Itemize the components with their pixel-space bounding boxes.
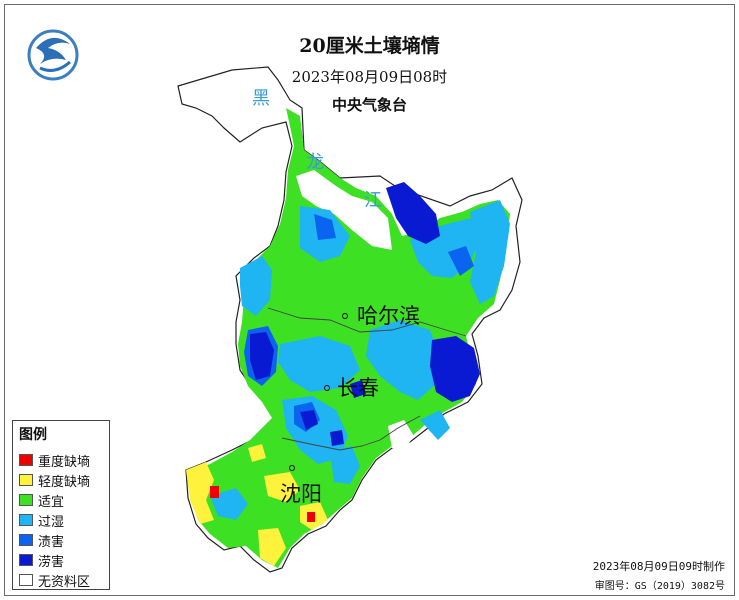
legend-item-flood: 涝害: [19, 551, 65, 570]
footer-approval-number: 审图号：GS（2019）3082号: [594, 581, 725, 592]
region-label-long: 龙: [306, 152, 324, 173]
region-label-hei: 黑: [252, 88, 270, 109]
region-label-jiang: 江: [364, 190, 382, 211]
legend-swatch: [19, 574, 33, 586]
legend-label: 轻度缺墒: [38, 474, 91, 490]
province-borders: [267, 307, 467, 451]
legend-item-no-data: 无资料区: [19, 571, 91, 590]
legend: 图例 重度缺墒 轻度缺墒 适宜 过湿 渍害 涝害 无资料区: [12, 420, 110, 590]
map-timestamp: 2023年08月09日08时: [291, 68, 448, 86]
severe-drought-zones: [210, 486, 315, 522]
legend-item-severe-drought: 重度缺墒: [19, 451, 91, 470]
no-data-zone-south: [388, 420, 414, 450]
city-markers: [289, 313, 348, 471]
city-label-changchun: 长春: [337, 376, 379, 400]
legend-label: 过湿: [38, 514, 65, 530]
agency-name: 中央气象台: [331, 96, 407, 114]
legend-title: 图例: [19, 427, 47, 443]
legend-swatch: [19, 454, 33, 466]
legend-swatch: [19, 514, 33, 526]
footer-made-time: 2023年08月09日09时制作: [592, 560, 725, 573]
legend-label: 重度缺墒: [38, 454, 91, 470]
legend-label: 涝害: [38, 554, 65, 570]
legend-swatch: [19, 494, 33, 506]
legend-label: 无资料区: [38, 574, 91, 590]
suitable-zone: [190, 108, 510, 568]
legend-label: 适宜: [38, 494, 65, 510]
no-data-zone: [296, 170, 392, 250]
legend-swatch: [19, 534, 33, 546]
flood-zones: [250, 182, 480, 446]
over-wet-zones: [210, 200, 510, 520]
legend-item-suitable: 适宜: [19, 491, 65, 510]
light-drought-zones: [186, 444, 328, 566]
legend-swatch: [19, 474, 33, 486]
map-title: 20厘米土壤墒情: [299, 35, 440, 57]
legend-item-over-wet: 过湿: [19, 511, 65, 530]
legend-label: 渍害: [38, 534, 65, 550]
legend-item-light-drought: 轻度缺墒: [19, 471, 91, 490]
city-label-shenyang: 沈阳: [280, 482, 322, 506]
legend-item-waterlogging: 渍害: [19, 531, 65, 550]
cma-logo-icon: [27, 29, 79, 81]
city-label-harbin: 哈尔滨: [357, 304, 420, 328]
legend-swatch: [19, 554, 33, 566]
